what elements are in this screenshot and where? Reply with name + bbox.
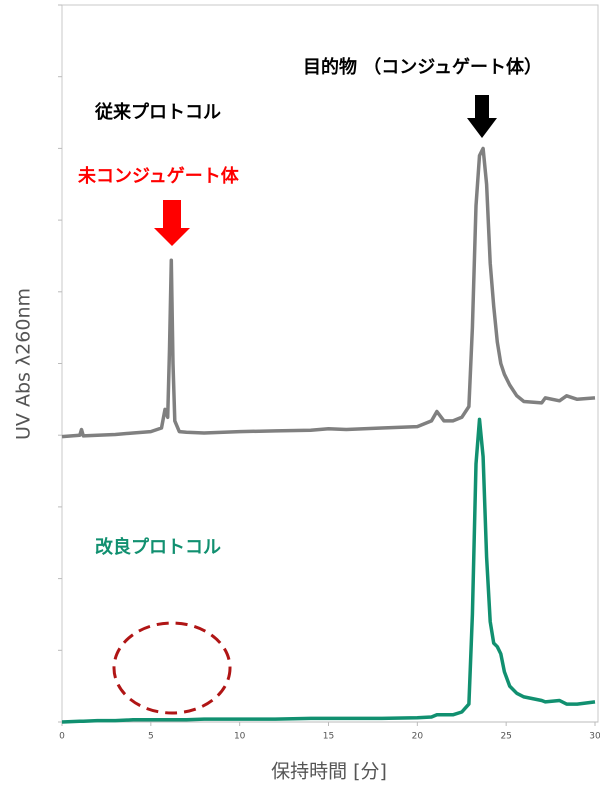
x-tick-label: 10 <box>234 732 246 742</box>
series-line <box>61 417 596 724</box>
red-arrow <box>154 200 190 246</box>
x-axis-label: 保持時間 [分] <box>271 761 387 783</box>
x-tick-label: 15 <box>323 732 334 742</box>
x-tick-label: 30 <box>589 732 600 742</box>
x-tick-label: 0 <box>59 732 65 742</box>
x-tick-label: 25 <box>500 732 511 742</box>
annotation: 未コンジュゲート体 <box>78 165 240 187</box>
annotation: 目的物 （コンジュゲート体） <box>303 56 542 78</box>
legend-label: 改良プロトコル <box>95 536 221 558</box>
x-tick-label: 20 <box>412 732 424 742</box>
black-arrow <box>467 95 497 138</box>
y-axis-label: UV Abs λ260nm <box>13 288 35 440</box>
x-tick-label: 5 <box>148 732 154 742</box>
series-line <box>61 146 596 439</box>
missing-peak-circle <box>112 621 232 715</box>
legend-label: 従来プロトコル <box>94 101 221 123</box>
